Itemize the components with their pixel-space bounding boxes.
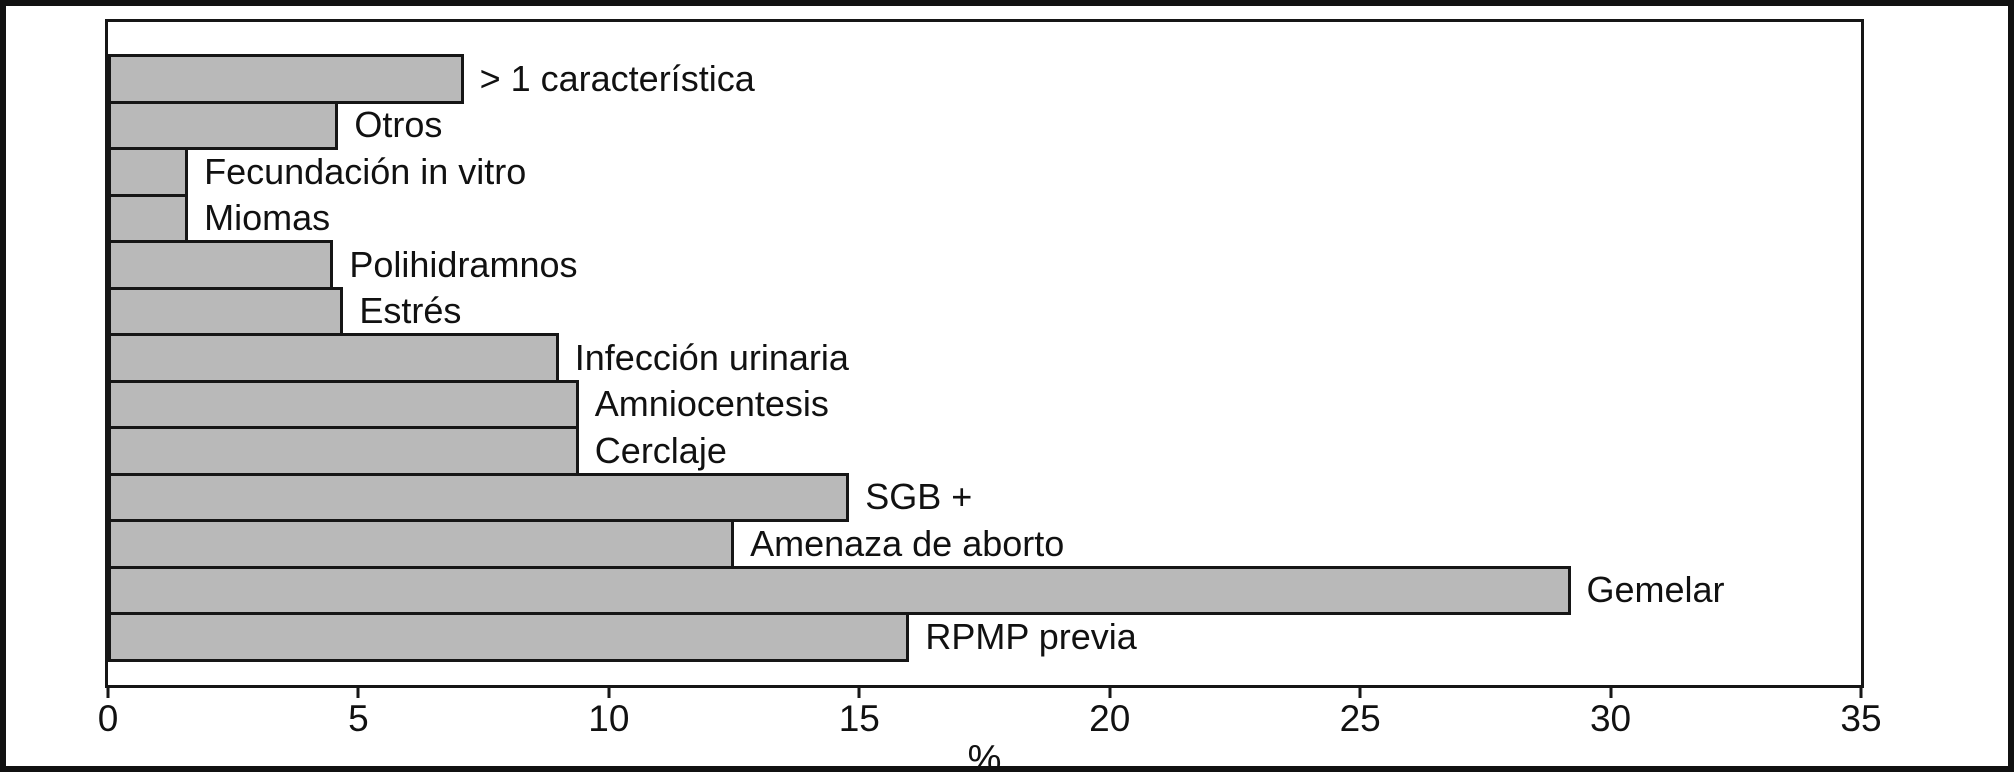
bar-label: SGB + <box>865 476 973 518</box>
bar-label: Cerclaje <box>594 429 727 471</box>
x-tick <box>857 688 861 698</box>
x-tick <box>356 688 360 698</box>
bar-row: SGB + <box>108 472 1861 522</box>
bar-label: Miomas <box>204 197 331 239</box>
bar-label: Infección urinaria <box>574 336 849 378</box>
bar-row: Polihidramnos <box>108 240 1861 290</box>
bar-label: Polihidramnos <box>349 243 578 285</box>
bars-container: > 1 característica Otros Fecundación in vi… <box>108 54 1861 662</box>
bar-label: Estrés <box>359 290 462 332</box>
bar-label: > 1 característica <box>479 57 755 99</box>
bar-row: Otros <box>108 100 1861 150</box>
bar <box>108 100 339 150</box>
x-tick-label: 35 <box>1840 698 1882 739</box>
x-tick <box>607 688 611 698</box>
bar <box>108 286 344 336</box>
bar-row: Estrés <box>108 286 1861 336</box>
bar-row: Infección urinaria <box>108 333 1861 383</box>
bar <box>108 565 1571 615</box>
x-tick-label: 0 <box>97 698 119 739</box>
x-tick-label: 10 <box>588 698 630 739</box>
x-tick-label: 20 <box>1089 698 1131 739</box>
bar <box>108 193 189 243</box>
bar-label: Fecundación in vitro <box>204 150 527 192</box>
bar-row: Gemelar <box>108 565 1861 615</box>
bar <box>108 379 579 429</box>
x-tick <box>106 688 110 698</box>
bar <box>108 240 334 290</box>
bar-row: > 1 característica <box>108 54 1861 104</box>
bar-label: RPMP previa <box>925 615 1137 657</box>
bar-row: RPMP previa <box>108 612 1861 662</box>
bar <box>108 147 189 197</box>
x-tick <box>1108 688 1112 698</box>
bar-row: Miomas <box>108 193 1861 243</box>
bar <box>108 426 579 476</box>
plot-area: > 1 característica Otros Fecundación in vi… <box>98 19 1882 766</box>
bar-row: Cerclaje <box>108 426 1861 476</box>
bar <box>108 472 850 522</box>
bar-label: Amniocentesis <box>594 383 829 425</box>
x-tick-label: 30 <box>1589 698 1632 739</box>
bar <box>108 612 910 662</box>
bar <box>108 333 559 383</box>
bar-label: Otros <box>354 104 443 146</box>
bar-label: Gemelar <box>1586 569 1725 611</box>
x-axis-title: % <box>967 738 1002 772</box>
x-tick-label: 15 <box>838 698 880 739</box>
x-tick-label: 25 <box>1339 698 1381 739</box>
bar <box>108 519 735 569</box>
bar-row: Amniocentesis <box>108 379 1861 429</box>
bar-row: Fecundación in vitro <box>108 147 1861 197</box>
x-tick <box>1358 688 1362 698</box>
x-tick <box>1859 688 1863 698</box>
x-tick <box>1609 688 1613 698</box>
bar <box>108 54 464 104</box>
bar-label: Amenaza de aborto <box>750 522 1065 564</box>
x-tick-label: 5 <box>348 698 369 739</box>
bar-row: Amenaza de aborto <box>108 519 1861 569</box>
